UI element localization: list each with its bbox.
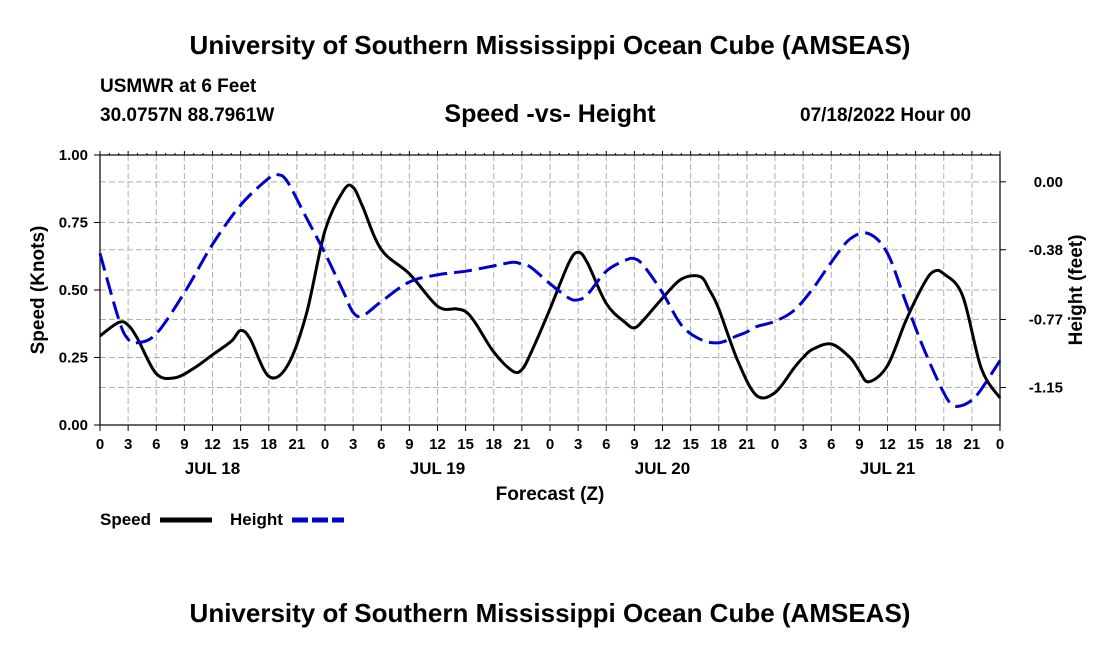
x-tick-label: 3 — [574, 436, 582, 453]
forecast-datetime: 07/18/2022 Hour 00 — [800, 105, 972, 126]
x-tick-label: 0 — [546, 436, 554, 453]
x-tick-label: 9 — [630, 436, 638, 453]
chart-footer-title: University of Southern Mississippi Ocean… — [189, 598, 911, 628]
label-layer: 0 3 6 9 12 15 18 21 0 3 6 9 12 15 18 21 0 3 6 9 12 15 18 21 0 3 6 9… — [59, 147, 1063, 478]
y2-tick-label: -1.15 — [1029, 379, 1063, 396]
legend-height-label: Height — [230, 510, 283, 529]
chart-subtitle: Speed -vs- Height — [444, 100, 656, 128]
day-label: JUL 20 — [635, 459, 690, 478]
series-layer — [98, 172, 1002, 408]
x-tick-label: 6 — [602, 436, 610, 453]
y2-tick-label: -0.77 — [1029, 312, 1063, 329]
x-tick-label: 15 — [682, 436, 699, 453]
x-tick-label: 6 — [152, 436, 160, 453]
y-tick-label: 0.00 — [59, 417, 88, 434]
y-tick-label: 1.00 — [59, 147, 88, 164]
speed-series-line — [99, 183, 1002, 400]
x-tick-label: 0 — [771, 436, 779, 453]
x-tick-label: 3 — [124, 436, 132, 453]
height-series-line — [98, 172, 1002, 408]
y-axis-label: Speed (Knots) — [28, 226, 49, 355]
y2-tick-label: -0.38 — [1029, 242, 1063, 259]
station-label: USMWR at 6 Feet — [100, 76, 257, 97]
x-tick-label: 0 — [996, 436, 1004, 453]
x-tick-label: 3 — [799, 436, 807, 453]
y-tick-label: 0.25 — [59, 350, 88, 367]
x-tick-label: 3 — [349, 436, 357, 453]
x-tick-label: 9 — [180, 436, 188, 453]
x-tick-label: 12 — [654, 436, 671, 453]
x-tick-label: 21 — [289, 436, 306, 453]
grid-layer — [100, 155, 1000, 425]
x-tick-label: 0 — [96, 436, 104, 453]
x-tick-label: 12 — [879, 436, 896, 453]
x-tick-label: 21 — [514, 436, 531, 453]
day-label: JUL 19 — [410, 459, 465, 478]
y-tick-label: 0.50 — [59, 282, 88, 299]
day-label: JUL 18 — [185, 459, 240, 478]
x-tick-label: 18 — [935, 436, 952, 453]
station-coordinates: 30.0757N 88.7961W — [100, 105, 275, 126]
x-tick-label: 21 — [739, 436, 756, 453]
x-tick-label: 6 — [827, 436, 835, 453]
legend: Speed Height — [100, 510, 344, 529]
x-tick-label: 15 — [457, 436, 474, 453]
x-tick-label: 12 — [204, 436, 221, 453]
x-tick-label: 18 — [710, 436, 727, 453]
chart-main-title: University of Southern Mississippi Ocean… — [189, 30, 911, 60]
x-tick-label: 9 — [855, 436, 863, 453]
x-tick-label: 18 — [485, 436, 502, 453]
x-tick-label: 15 — [232, 436, 249, 453]
tick-layer — [94, 151, 1006, 431]
x-tick-label: 12 — [429, 436, 446, 453]
y2-axis-label: Height (feet) — [1066, 235, 1087, 346]
x-tick-label: 18 — [260, 436, 277, 453]
x-tick-label: 9 — [405, 436, 413, 453]
x-tick-label: 21 — [964, 436, 981, 453]
legend-speed-label: Speed — [100, 510, 151, 529]
y-tick-label: 0.75 — [59, 215, 88, 232]
x-tick-label: 6 — [377, 436, 385, 453]
speed-height-chart: 0 3 6 9 12 15 18 21 0 3 6 9 12 15 18 21 0 3 6 9 12 15 18 21 0 3 6 9… — [28, 147, 1087, 529]
x-axis-label: Forecast (Z) — [496, 484, 605, 505]
day-label: JUL 21 — [860, 459, 915, 478]
y2-tick-label: 0.00 — [1034, 174, 1063, 191]
x-tick-label: 0 — [321, 436, 329, 453]
x-tick-label: 15 — [907, 436, 924, 453]
